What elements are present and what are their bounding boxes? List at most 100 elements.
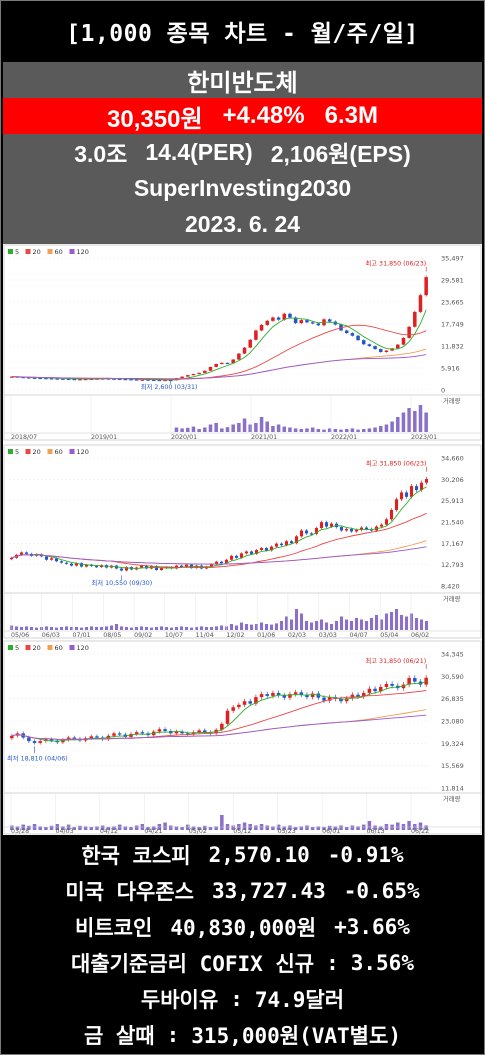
candle-body (384, 684, 389, 687)
moving-average-ma120 (11, 714, 427, 740)
candle-body (9, 557, 14, 560)
candle-body (159, 568, 164, 570)
volume-bar (169, 627, 174, 630)
candle-body (117, 378, 122, 381)
volume-bar (234, 625, 239, 630)
candle-body (209, 564, 214, 567)
candle-body (123, 379, 128, 381)
candle-body (72, 379, 77, 381)
candle-body (265, 320, 270, 325)
candle-body (89, 736, 94, 739)
candle-body (32, 377, 37, 379)
candle-body (424, 277, 428, 296)
y-tick-label: 26,835 (441, 695, 464, 703)
candle-body (310, 693, 315, 698)
volume-bar (209, 627, 214, 630)
volume-bar (225, 427, 230, 432)
market-value: 74.9달러 (254, 988, 345, 1012)
candle-body (184, 564, 189, 568)
volume-bar (174, 427, 179, 432)
volume-bar (333, 429, 338, 432)
volume-bar (288, 427, 292, 432)
low-annotation: 최저 2,600 (03/31) (141, 382, 198, 391)
candle-body (54, 558, 59, 562)
candle-body (163, 729, 167, 731)
candle-body (390, 684, 394, 686)
candle-body (344, 698, 349, 702)
candle-body (214, 363, 218, 367)
volume-bar (339, 616, 344, 630)
volume-bar (324, 622, 329, 630)
candle-body (299, 320, 304, 324)
x-tick-label: 05/12 (233, 828, 251, 835)
volume-bar (401, 412, 406, 432)
stock-change: +4.48% (222, 102, 305, 129)
y-tick-label: 5,916 (441, 365, 460, 373)
candle-body (49, 378, 54, 380)
volume-bar (179, 626, 184, 630)
x-tick-label: 01/06 (257, 632, 275, 639)
y-tick-label: 19,324 (441, 740, 464, 748)
chart-panel (3, 444, 482, 639)
charts-svg: 5 20 60 120 35,497 29,581 23,665 17,749 11,832 5,… (3, 244, 482, 835)
volume-bar (154, 627, 159, 630)
candle-body (66, 737, 71, 740)
candle-body (254, 697, 258, 704)
x-tick-label: 03/03 (319, 632, 337, 639)
volume-bar (231, 825, 235, 830)
volume-bar (19, 627, 24, 630)
volume-bar (310, 427, 315, 432)
candle-body (157, 379, 162, 382)
candle-body (10, 735, 14, 739)
volume-bar (139, 626, 144, 630)
x-tick-label: 2018/07 (11, 434, 37, 441)
candle-body (21, 376, 25, 379)
volume-bar (146, 827, 150, 830)
legend-label-ma120: 120 (77, 644, 89, 652)
volume-bar (144, 627, 149, 630)
candle-body (140, 379, 145, 381)
volume-bar (134, 825, 139, 830)
volume-bar (389, 612, 394, 630)
volume-bar (79, 627, 84, 630)
candle-body (322, 697, 326, 701)
per-value: 14.4(PER) (145, 138, 253, 165)
y-tick-label: 21,540 (441, 519, 464, 527)
volume-bar (83, 826, 88, 830)
legend-swatch-ma20 (25, 449, 31, 454)
candle-body (274, 543, 279, 547)
candle-body (378, 686, 383, 692)
volume-bar (254, 825, 258, 830)
volume-bar (24, 626, 29, 630)
volume-bar (319, 619, 324, 630)
candle-body (299, 692, 304, 695)
candle-body (316, 323, 321, 326)
volume-bar (214, 626, 219, 630)
volume-bar (396, 822, 400, 830)
candle-body (38, 741, 42, 743)
x-tick-label: 2021/01 (251, 434, 277, 441)
x-tick-label: 06/13 (367, 828, 385, 835)
candle-body (373, 346, 377, 350)
moving-average-ma120 (11, 354, 427, 380)
volume-bar (327, 428, 332, 432)
candle-body (327, 697, 332, 701)
volume-bar (339, 429, 343, 432)
volume-bar (293, 827, 298, 830)
volume-bar (39, 627, 44, 630)
volume-bar (242, 418, 247, 432)
y-tick-label: 34,345 (441, 651, 464, 659)
candle-body (373, 688, 377, 692)
volume-bar (333, 826, 338, 830)
y-tick-label: 25,913 (441, 497, 464, 505)
candle-body (55, 378, 60, 380)
y-tick-label: 8,420 (441, 583, 460, 591)
candle-body (293, 692, 298, 695)
volume-bar (276, 424, 281, 432)
volume-bar (89, 626, 94, 630)
x-tick-label: 05/23 (278, 828, 296, 835)
volume-bar (34, 627, 39, 630)
x-tick-label: 05/06 (11, 632, 29, 639)
candle-body (140, 732, 145, 734)
volume-bar (149, 627, 154, 630)
